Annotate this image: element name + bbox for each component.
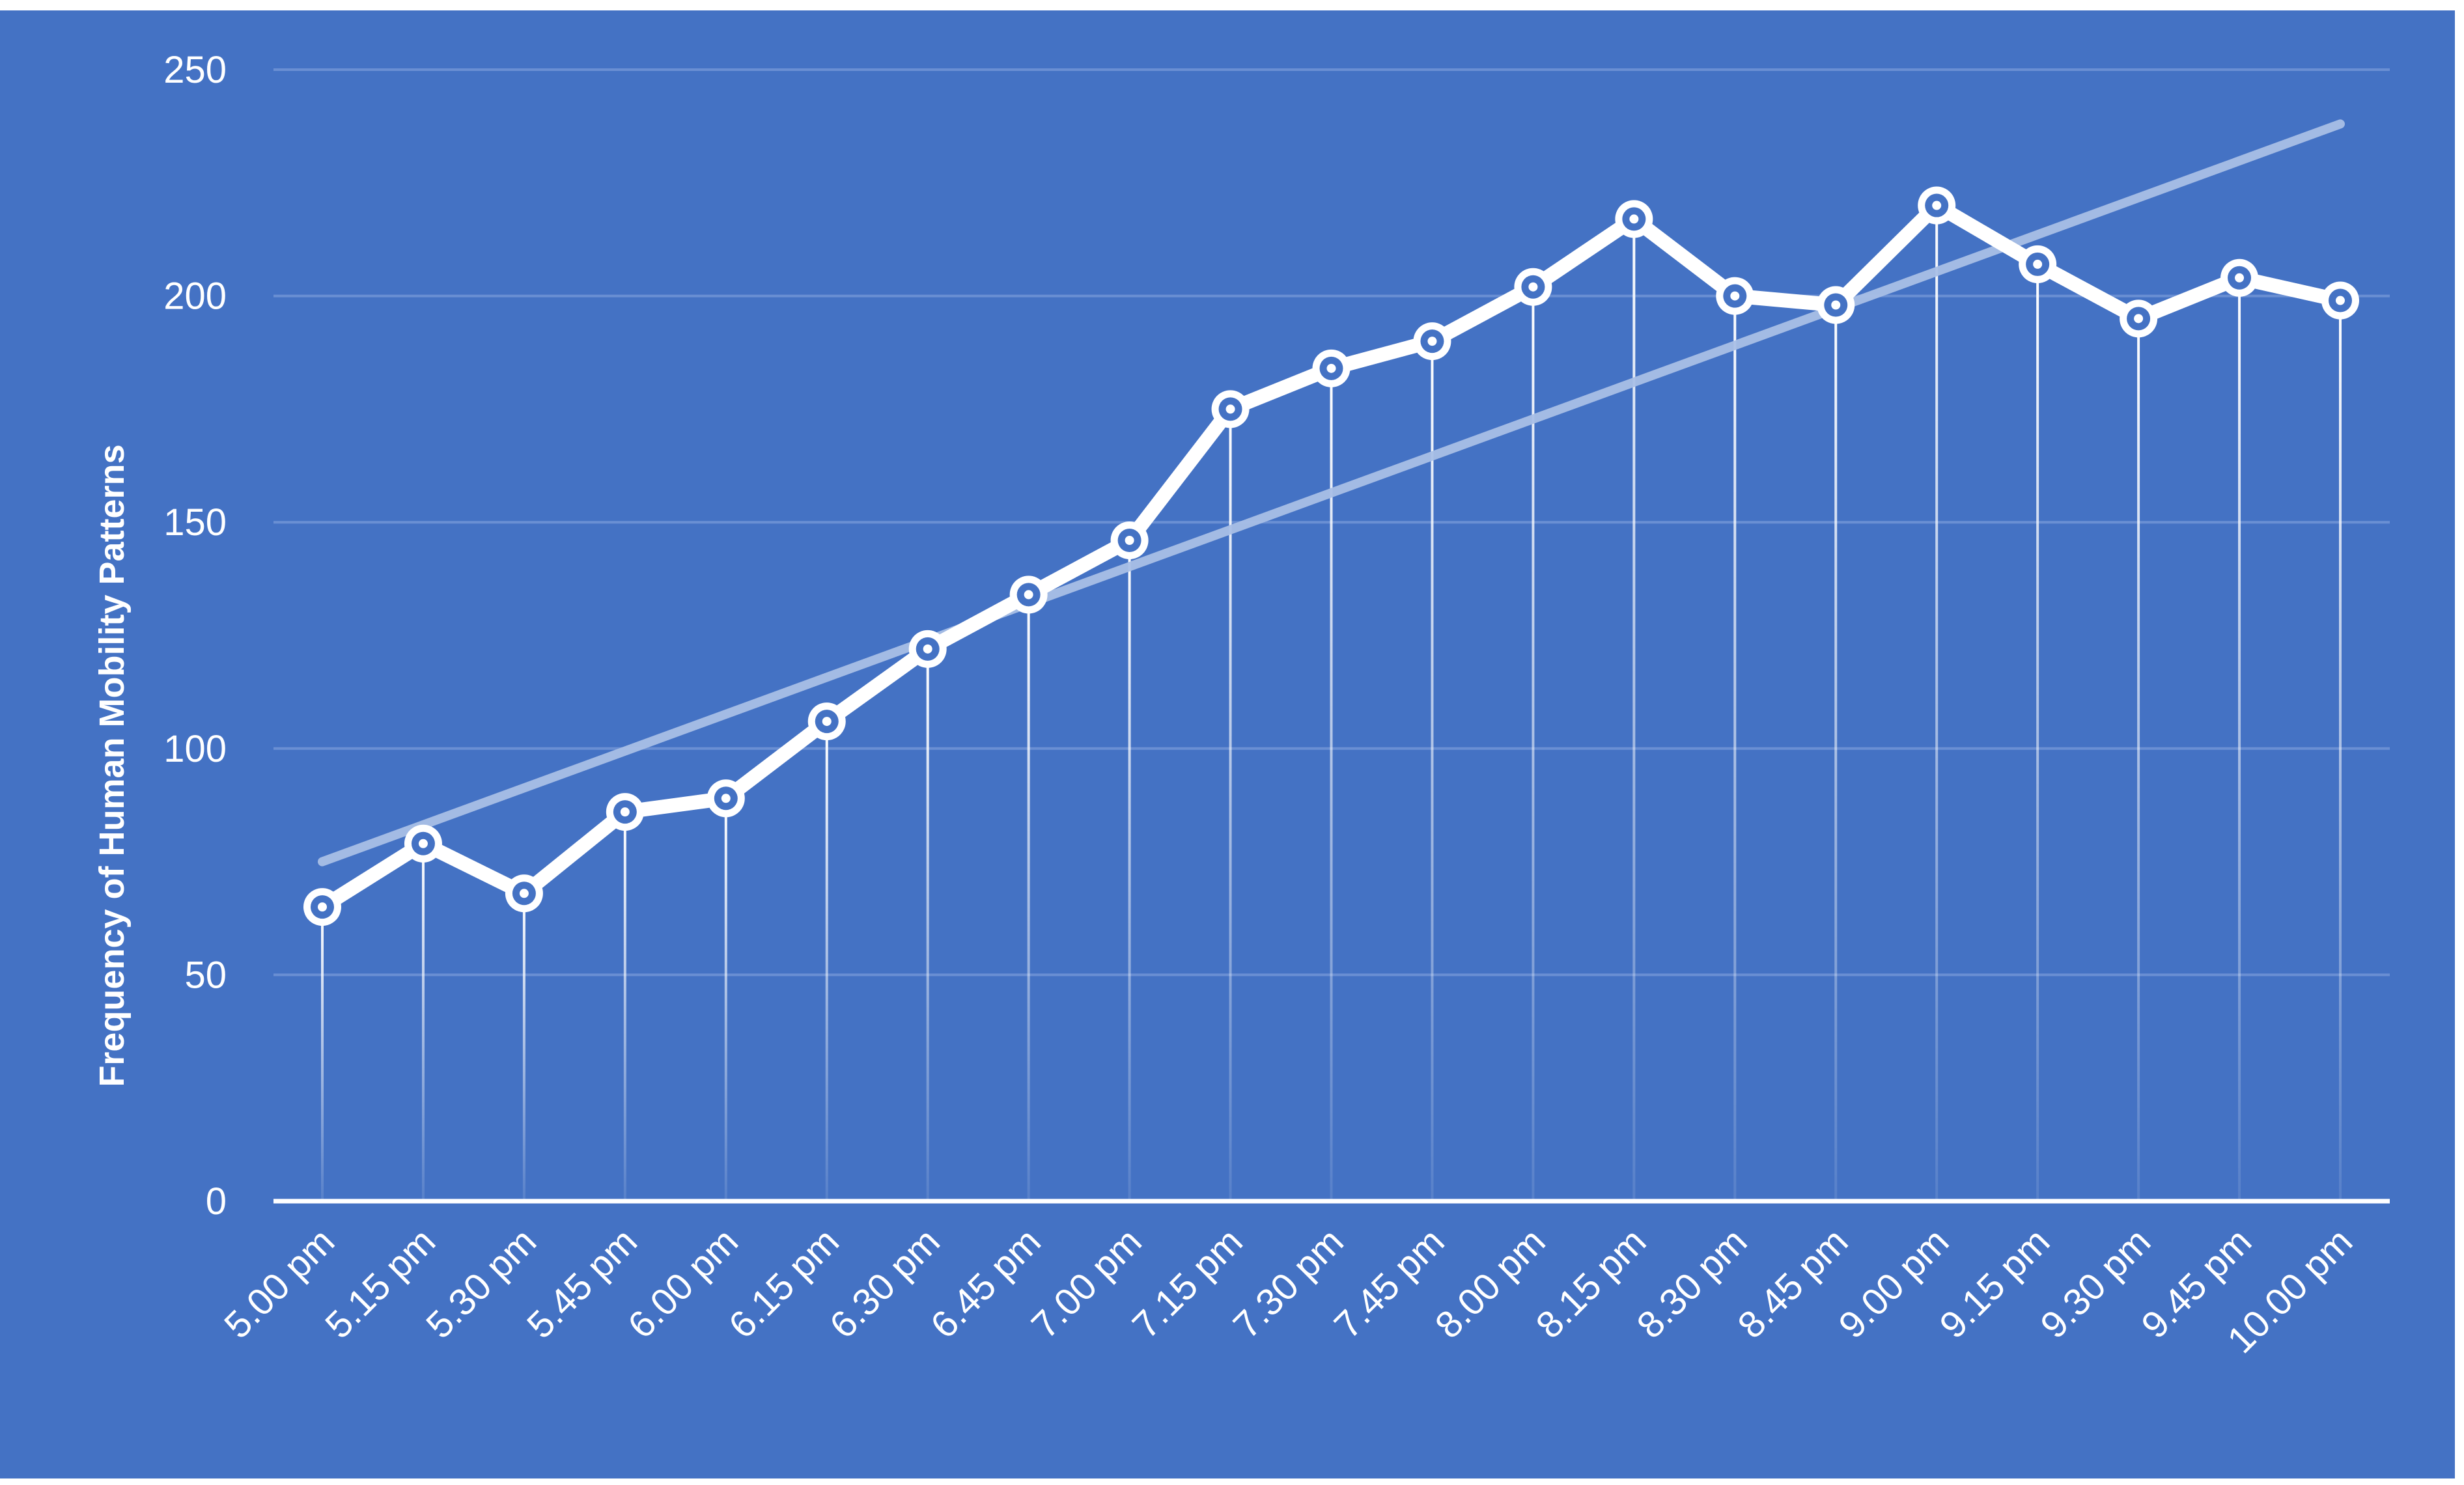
x-tick-label: 9.00 pm <box>1830 1220 1957 1346</box>
data-point-dot <box>1225 404 1235 414</box>
y-tick-label: 0 <box>206 1180 227 1223</box>
data-point-dot <box>1326 363 1336 373</box>
x-tick-label: 6.45 pm <box>923 1220 1049 1346</box>
x-tick-label: 8.45 pm <box>1729 1220 1856 1346</box>
y-axis-label: Frequency of Human Mobility Patterns <box>92 444 132 1087</box>
data-point-dot <box>721 794 731 803</box>
data-point-dot <box>1629 214 1639 224</box>
data-point-dot <box>2033 259 2043 269</box>
x-tick-label: 7.00 pm <box>1024 1220 1150 1346</box>
x-tick-label: 7.45 pm <box>1326 1220 1452 1346</box>
x-tick-label: 8.30 pm <box>1629 1220 1755 1346</box>
y-tick-label: 150 <box>163 501 227 544</box>
data-point-dot <box>923 644 932 654</box>
x-tick-label: 5.45 pm <box>519 1220 645 1346</box>
y-tick-label: 50 <box>184 954 227 996</box>
data-point-dot <box>519 889 529 898</box>
data-point-dot <box>1831 300 1841 310</box>
line-chart: 5.00 pm5.15 pm5.30 pm5.45 pm6.00 pm6.15 … <box>92 49 2390 1361</box>
y-tick-label: 200 <box>163 275 227 318</box>
data-point-dot <box>318 902 327 912</box>
y-tick-label: 100 <box>163 728 227 770</box>
x-tick-label: 7.30 pm <box>1225 1220 1352 1346</box>
data-point-dot <box>1125 536 1134 546</box>
data-point-dot <box>1730 291 1740 301</box>
x-tick-label: 8.00 pm <box>1427 1220 1553 1346</box>
x-tick-label: 9.15 pm <box>1931 1220 2058 1346</box>
data-point-dot <box>1024 590 1033 600</box>
x-tick-label: 9.30 pm <box>2032 1220 2159 1346</box>
data-point-dot <box>2134 314 2144 324</box>
data-point-dot <box>1528 282 1538 292</box>
x-tick-label: 7.15 pm <box>1125 1220 1251 1346</box>
data-point-dot <box>620 807 630 817</box>
data-point-dot <box>822 717 832 727</box>
data-point-dot <box>1427 337 1437 346</box>
x-tick-label: 6.15 pm <box>721 1220 847 1346</box>
data-point-dot <box>2235 273 2245 283</box>
x-tick-label: 6.30 pm <box>822 1220 948 1346</box>
data-point-dot <box>418 839 428 848</box>
x-tick-label: 5.15 pm <box>317 1220 443 1346</box>
data-point-dot <box>1932 201 1942 210</box>
y-tick-label: 250 <box>163 49 227 91</box>
x-tick-label: 6.00 pm <box>620 1220 746 1346</box>
x-tick-label: 5.00 pm <box>216 1220 343 1346</box>
chart-area: 5.00 pm 5.15 pm 5.30 pm 5.45 pm 6.00 pm 6.15 … <box>0 10 2455 1478</box>
x-tick-label: 5.30 pm <box>418 1220 544 1346</box>
x-tick-label: 8.15 pm <box>1528 1220 1654 1346</box>
data-point-dot <box>2336 296 2345 305</box>
